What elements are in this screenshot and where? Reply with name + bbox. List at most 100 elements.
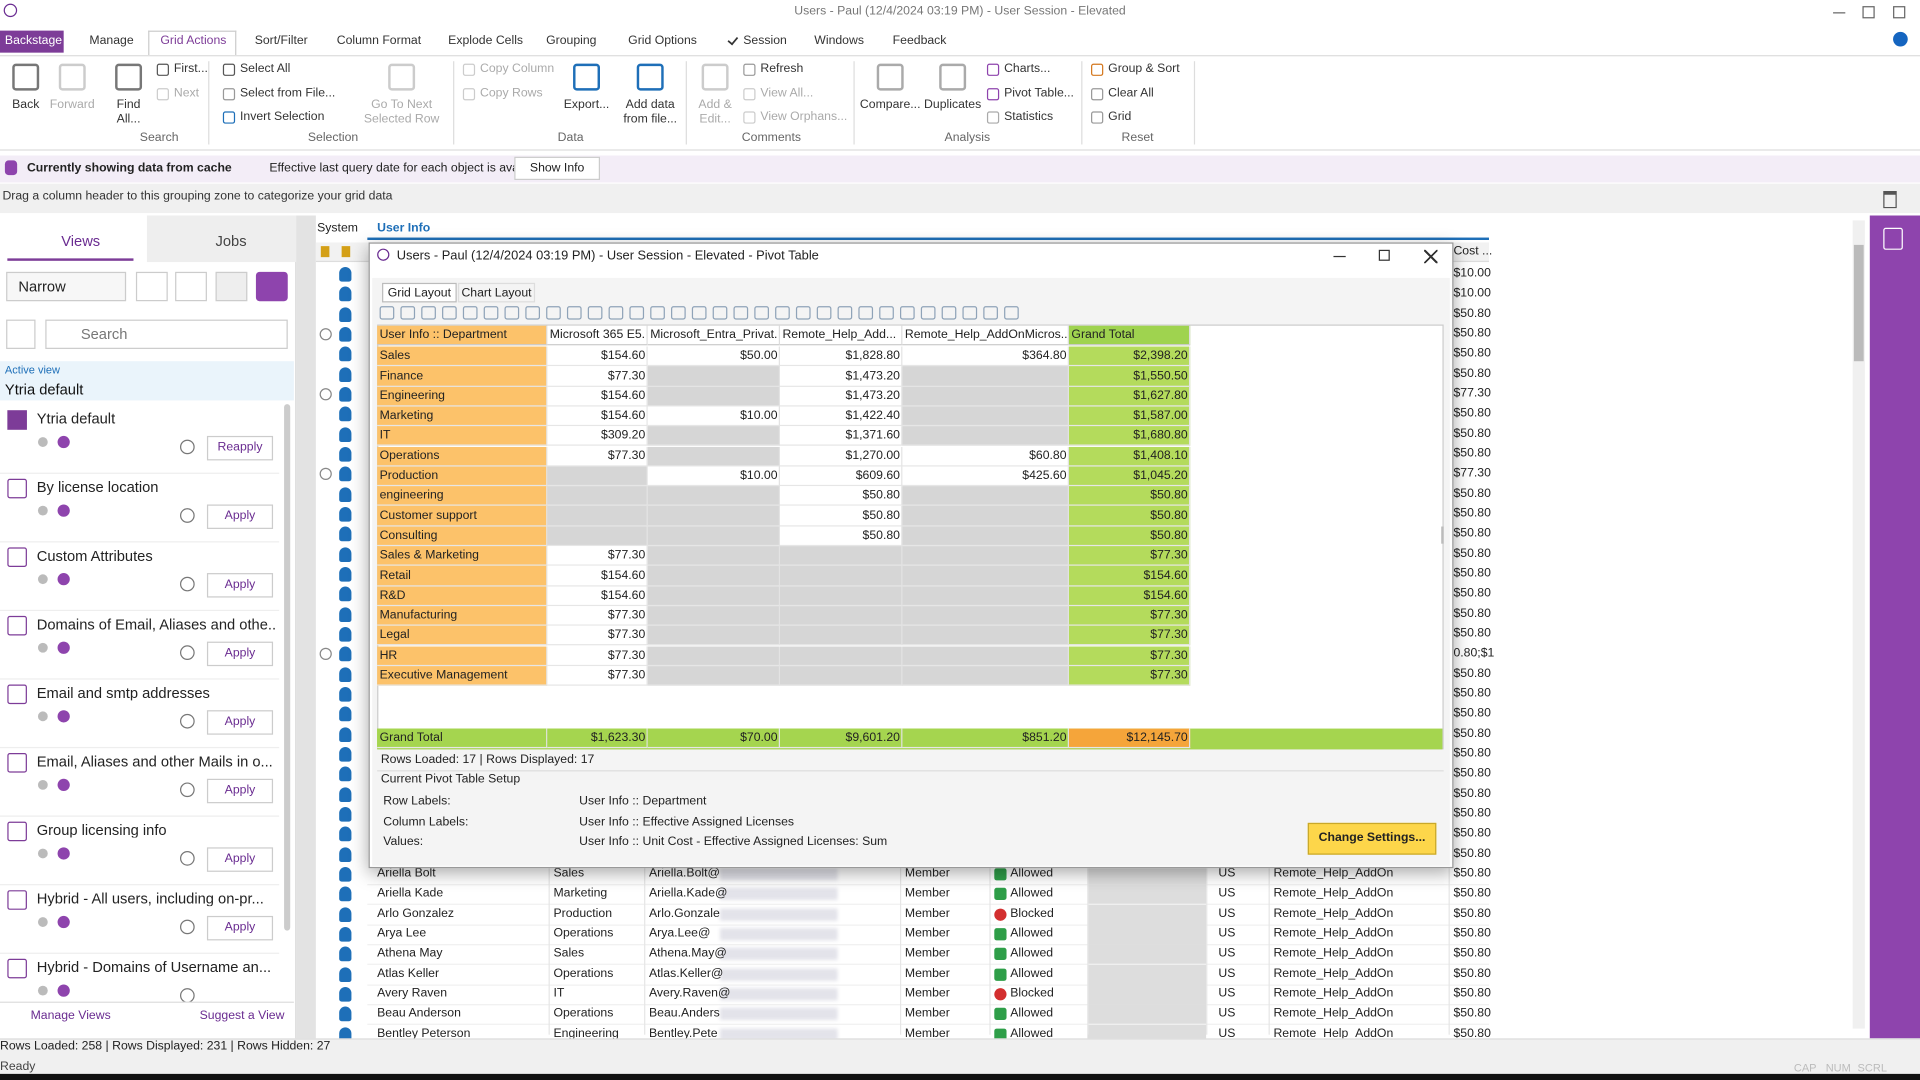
row-marker xyxy=(319,388,332,401)
pivot-toolbar-icon xyxy=(754,306,769,320)
mode-dropdown[interactable]: Narrow xyxy=(6,271,127,302)
ribbon-small-icon xyxy=(156,63,169,76)
ribbon-tab[interactable]: Session xyxy=(743,34,787,48)
side-panel-toggle xyxy=(1883,227,1903,250)
pivot-total-value: Grand Total xyxy=(379,731,443,745)
view-star xyxy=(37,505,48,516)
ribbon-small-button[interactable]: Statistics xyxy=(1004,110,1054,124)
ribbon-large-button[interactable]: Find All... xyxy=(116,97,141,127)
ribbon-tab[interactable]: Manage xyxy=(89,34,134,48)
pivot-cell xyxy=(647,546,780,567)
view-apply-button[interactable]: Apply xyxy=(206,641,274,667)
view-name[interactable]: Group licensing info xyxy=(36,822,167,838)
search-box[interactable]: Search xyxy=(45,319,288,349)
view-name[interactable]: By license location xyxy=(36,480,159,495)
grid-tab-system[interactable]: System xyxy=(317,221,358,236)
pivot-value: $364.80 xyxy=(1022,349,1067,363)
ribbon-small-button[interactable]: First... xyxy=(173,62,208,76)
pivot-cell xyxy=(547,466,648,487)
view-apply-button[interactable]: Apply xyxy=(206,915,274,941)
pivot-row-label: engineering xyxy=(379,488,444,503)
pivot-toolbar-icon xyxy=(546,306,561,320)
view-name[interactable]: Hybrid - All users, including on-pr... xyxy=(36,891,264,907)
grid-cell: Remote_Help_AddOn xyxy=(1273,1026,1394,1041)
ribbon-tab[interactable]: Explode Cells xyxy=(448,34,524,48)
view-name[interactable]: Email, Aliases and other Mails in o... xyxy=(36,754,273,769)
ribbon-large-button[interactable]: Back xyxy=(12,97,40,112)
change-settings-button[interactable]: Change Settings... xyxy=(1307,822,1437,855)
tab-label[interactable]: Backstage xyxy=(4,34,63,48)
views-tab[interactable]: Views xyxy=(61,232,101,250)
pivot-row-label: Production xyxy=(379,468,439,483)
view-name[interactable]: Hybrid - Domains of Username an... xyxy=(36,960,272,975)
view-apply-button[interactable]: Apply xyxy=(206,710,274,735)
pivot-cell xyxy=(647,665,780,686)
view-apply-button[interactable]: Reapply xyxy=(206,435,274,461)
ribbon-tab[interactable]: Feedback xyxy=(892,34,947,48)
pivot-cell xyxy=(377,406,548,427)
pivot-value: $154.60 xyxy=(601,588,646,603)
ribbon-tab[interactable]: Sort/Filter xyxy=(254,34,308,48)
user-row-icon xyxy=(339,486,352,502)
ribbon-small-icon xyxy=(986,63,1000,76)
ribbon-small-button[interactable]: Charts... xyxy=(1004,62,1051,76)
pivot-cell xyxy=(377,426,548,447)
view-apply-button[interactable]: Apply xyxy=(206,573,274,598)
grid-tab-user-info[interactable]: User Info xyxy=(377,221,431,236)
pivot-toolbar-icon xyxy=(629,306,645,320)
ribbon-tab[interactable]: Column Format xyxy=(336,34,422,48)
view-apply-button[interactable]: Apply xyxy=(206,778,274,804)
session-check xyxy=(727,34,739,46)
ribbon-large-button[interactable]: Add data from file... xyxy=(623,97,678,127)
view-name[interactable]: Ytria default xyxy=(36,411,116,427)
pivot-cell xyxy=(377,386,548,407)
ribbon-small-button[interactable]: Invert Selection xyxy=(240,110,325,124)
ribbon-small-button[interactable]: Select All xyxy=(240,62,291,76)
pivot-row-label: Finance xyxy=(379,369,424,383)
view-name[interactable]: Custom Attributes xyxy=(36,548,153,564)
view-separator xyxy=(0,472,280,474)
view-name[interactable]: Email and smtp addresses xyxy=(36,685,210,701)
ribbon-small-button[interactable]: Clear All xyxy=(1108,86,1154,101)
pivot-tab[interactable]: Chart Layout xyxy=(457,282,536,303)
view-apply-button[interactable]: Apply xyxy=(206,504,274,529)
ribbon-large-button[interactable]: Duplicates xyxy=(924,97,982,112)
suggest-view-link[interactable]: Suggest a View xyxy=(199,1008,285,1023)
jobs-tab[interactable]: Jobs xyxy=(215,232,247,250)
pivot-tab[interactable]: Grid Layout xyxy=(382,282,457,303)
ribbon-tab[interactable]: Grid Actions xyxy=(160,34,227,48)
ribbon-small-button[interactable]: Refresh xyxy=(760,62,804,76)
pivot-row-label: IT xyxy=(379,429,391,443)
ribbon-large-button[interactable]: Compare... xyxy=(859,97,921,112)
ribbon-small-button[interactable]: Select from File... xyxy=(240,86,336,101)
view-star xyxy=(37,437,48,447)
pivot-cell xyxy=(647,366,780,387)
pivot-cell xyxy=(902,386,1069,407)
view-info-icon xyxy=(180,576,195,592)
ribbon-tab[interactable]: Grouping xyxy=(546,34,597,48)
user-row-icon xyxy=(339,286,352,302)
ribbon-small-button[interactable]: Pivot Table... xyxy=(1004,86,1074,101)
pivot-cell xyxy=(547,346,648,367)
ribbon-tab[interactable]: Grid Options xyxy=(628,34,697,48)
pivot-value: $2,398.20 xyxy=(1133,349,1188,363)
grid-cell: US xyxy=(1218,966,1236,981)
view-name[interactable]: Domains of Email, Aliases and othe... xyxy=(36,617,277,632)
manage-views-link[interactable]: Manage Views xyxy=(30,1008,111,1023)
pivot-cell xyxy=(1068,386,1191,407)
ribbon-small-button[interactable]: Group & Sort xyxy=(1108,62,1180,76)
pivot-value: $10.00 xyxy=(740,468,778,483)
pivot-row-label: Sales xyxy=(379,349,411,363)
ribbon-small-button[interactable]: Grid xyxy=(1108,110,1132,124)
view-separator xyxy=(0,884,280,886)
trash-icon xyxy=(1883,191,1897,209)
grid-cell: Allowed xyxy=(1010,1026,1054,1041)
view-star xyxy=(37,574,48,585)
view-apply-button[interactable]: Apply xyxy=(206,847,274,872)
show-info-button[interactable]: Show Info xyxy=(514,156,600,180)
ribbon-large-button[interactable]: Export... xyxy=(563,97,610,112)
pivot-cell xyxy=(1068,426,1191,447)
ribbon-tab[interactable]: Windows xyxy=(814,34,864,48)
